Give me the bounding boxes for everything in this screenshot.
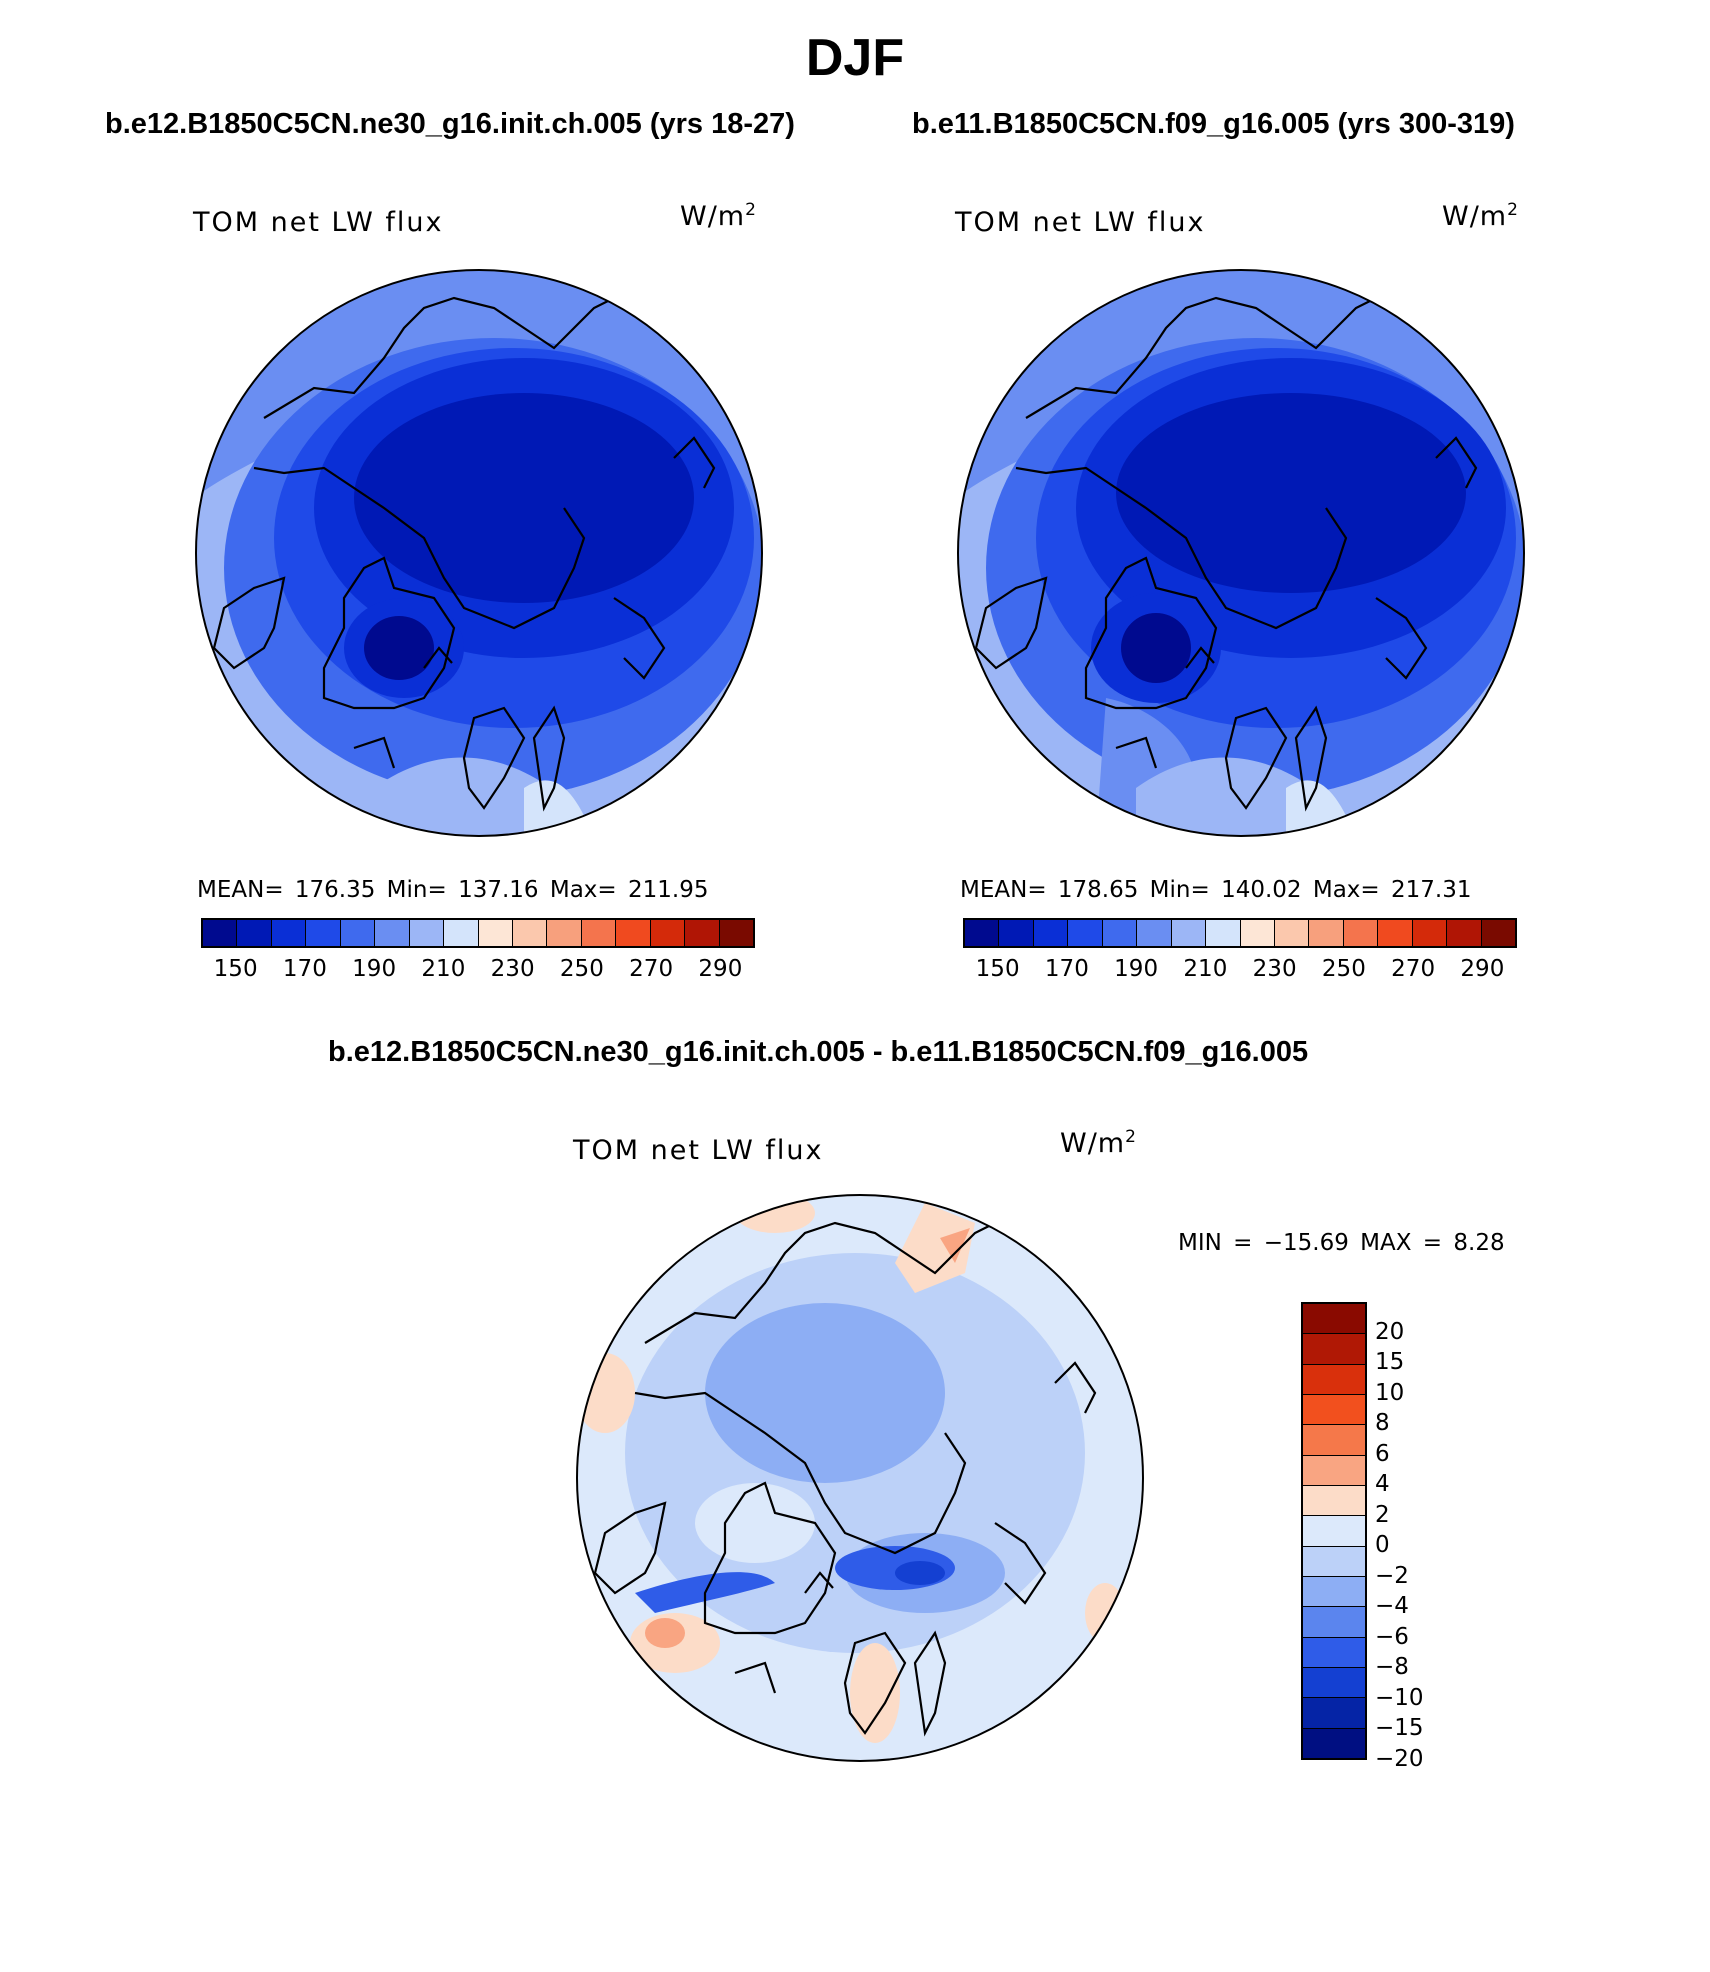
difference-colorbar-swatch <box>1303 1334 1365 1365</box>
right-colorbar-swatch <box>965 920 1000 946</box>
right-colorbar-tick-label: 210 <box>1183 956 1228 982</box>
right-variable-label: TOM net LW flux <box>955 207 1206 238</box>
right-colorbar-swatch <box>1171 920 1207 946</box>
right-colorbar-swatch <box>1343 920 1379 946</box>
difference-colorbar-tick-label: −15 <box>1375 1715 1424 1742</box>
right-colorbar-swatch <box>1274 920 1310 946</box>
left-colorbar-swatch <box>271 920 307 946</box>
left-colorbar-swatch <box>650 920 686 946</box>
difference-colorbar-swatch <box>1303 1607 1365 1638</box>
difference-case-title: b.e12.B1850C5CN.ne30_g16.init.ch.005 - b… <box>328 1036 1309 1068</box>
difference-colorbar-swatch <box>1303 1728 1365 1758</box>
right-units-label: W/m2 <box>1442 200 1519 232</box>
left-colorbar-tick-label: 290 <box>698 956 743 982</box>
right-colorbar-tick-label: 230 <box>1252 956 1297 982</box>
right-colorbar-swatch <box>999 920 1034 946</box>
left-colorbar-swatch <box>444 920 479 946</box>
left-units-label: W/m2 <box>680 200 757 232</box>
left-stats: MEAN= 176.35 Min= 137.16 Max= 211.95 <box>197 877 709 903</box>
difference-colorbar-swatch <box>1303 1304 1365 1335</box>
difference-colorbar-swatch <box>1303 1637 1365 1668</box>
right-colorbar-swatch <box>1412 920 1448 946</box>
difference-colorbar-swatch <box>1303 1394 1365 1426</box>
difference-colorbar-tick-label: 2 <box>1375 1501 1390 1528</box>
left-colorbar-swatch <box>719 920 753 946</box>
left-colorbar-swatch <box>340 920 376 946</box>
difference-colorbar-tick-label: −8 <box>1375 1654 1409 1681</box>
difference-colorbar-tick-label: −6 <box>1375 1623 1409 1650</box>
difference-colorbar-swatch <box>1303 1576 1365 1608</box>
right-colorbar-swatch <box>1378 920 1413 946</box>
left-colorbar-swatch <box>203 920 238 946</box>
right-stats: MEAN= 178.65 Min= 140.02 Max= 217.31 <box>960 877 1472 903</box>
difference-colorbar-tick-label: 15 <box>1375 1349 1405 1376</box>
difference-colorbar-tick-label: 10 <box>1375 1379 1405 1406</box>
difference-colorbar-tick-label: −2 <box>1375 1562 1409 1589</box>
right-colorbar-tick-label: 290 <box>1460 956 1505 982</box>
left-colorbar-tick-label: 170 <box>282 956 327 982</box>
right-colorbar-swatch <box>1309 920 1344 946</box>
right-colorbar <box>963 918 1517 948</box>
difference-colorbar-tick-label: −20 <box>1375 1746 1424 1772</box>
difference-colorbar-swatch <box>1303 1485 1365 1517</box>
right-colorbar-swatch <box>1068 920 1103 946</box>
figure-title: DJF <box>805 29 905 87</box>
left-colorbar-swatch <box>306 920 341 946</box>
right-colorbar-tick-label: 270 <box>1391 956 1436 982</box>
right-colorbar-swatch <box>1137 920 1172 946</box>
left-colorbar-swatch <box>512 920 548 946</box>
left-colorbar-tick-label: 150 <box>213 956 258 982</box>
difference-colorbar <box>1301 1302 1367 1760</box>
diff-minmax-stats: MIN = −15.69 MAX = 8.28 <box>1178 1230 1505 1256</box>
right-colorbar-tick-label: 150 <box>975 956 1020 982</box>
left-colorbar-tick-label: 270 <box>629 956 674 982</box>
left-colorbar-tick-label: 190 <box>352 956 397 982</box>
difference-colorbar-swatch <box>1303 1698 1365 1729</box>
difference-colorbar-tick-label: −4 <box>1375 1593 1409 1620</box>
left-variable-label: TOM net LW flux <box>193 207 444 238</box>
difference-colorbar-swatch <box>1303 1425 1365 1456</box>
left-colorbar-tick-label: 230 <box>490 956 535 982</box>
right-colorbar-swatch <box>1206 920 1241 946</box>
difference-colorbar-swatch <box>1303 1455 1365 1486</box>
right-colorbar-swatch <box>1240 920 1275 946</box>
left-colorbar-swatch <box>409 920 445 946</box>
left-colorbar <box>201 918 755 948</box>
right-colorbar-swatch <box>1033 920 1069 946</box>
right-colorbar-tick-label: 250 <box>1321 956 1366 982</box>
difference-colorbar-tick-label: 20 <box>1375 1318 1405 1345</box>
diff-variable-label: TOM net LW flux <box>573 1135 824 1166</box>
left-colorbar-swatch <box>375 920 410 946</box>
difference-colorbar-tick-label: 4 <box>1375 1471 1390 1498</box>
left-colorbar-swatch <box>237 920 272 946</box>
difference-colorbar-swatch <box>1303 1516 1365 1547</box>
difference-colorbar-swatch <box>1303 1667 1365 1699</box>
right-colorbar-swatch <box>1481 920 1515 946</box>
right-colorbar-tick-label: 170 <box>1044 956 1089 982</box>
right-colorbar-tick-label: 190 <box>1114 956 1159 982</box>
right-colorbar-swatch <box>1447 920 1482 946</box>
difference-colorbar-swatch <box>1303 1364 1365 1395</box>
left-colorbar-swatch <box>581 920 617 946</box>
difference-colorbar-tick-label: 6 <box>1375 1440 1390 1467</box>
difference-colorbar-tick-label: 0 <box>1375 1532 1390 1559</box>
right-case-title: b.e11.B1850C5CN.f09_g16.005 (yrs 300-319… <box>912 108 1515 140</box>
left-case-title: b.e12.B1850C5CN.ne30_g16.init.ch.005 (yr… <box>105 108 795 140</box>
right-polar-map <box>957 269 1525 837</box>
right-colorbar-swatch <box>1102 920 1138 946</box>
left-colorbar-swatch <box>685 920 720 946</box>
diff-units-label: W/m2 <box>1060 1127 1137 1159</box>
difference-polar-map <box>576 1194 1144 1762</box>
left-colorbar-swatch <box>616 920 651 946</box>
difference-colorbar-tick-label: 8 <box>1375 1410 1390 1437</box>
left-colorbar-tick-label: 210 <box>421 956 466 982</box>
difference-colorbar-swatch <box>1303 1546 1365 1577</box>
left-colorbar-swatch <box>547 920 582 946</box>
left-polar-map <box>195 269 763 837</box>
left-colorbar-tick-label: 250 <box>559 956 604 982</box>
difference-colorbar-tick-label: −10 <box>1375 1684 1424 1711</box>
left-colorbar-swatch <box>478 920 513 946</box>
